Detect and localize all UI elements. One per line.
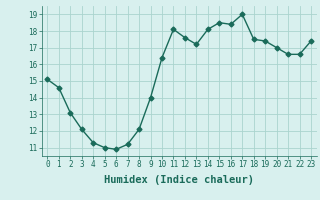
X-axis label: Humidex (Indice chaleur): Humidex (Indice chaleur) <box>104 175 254 185</box>
